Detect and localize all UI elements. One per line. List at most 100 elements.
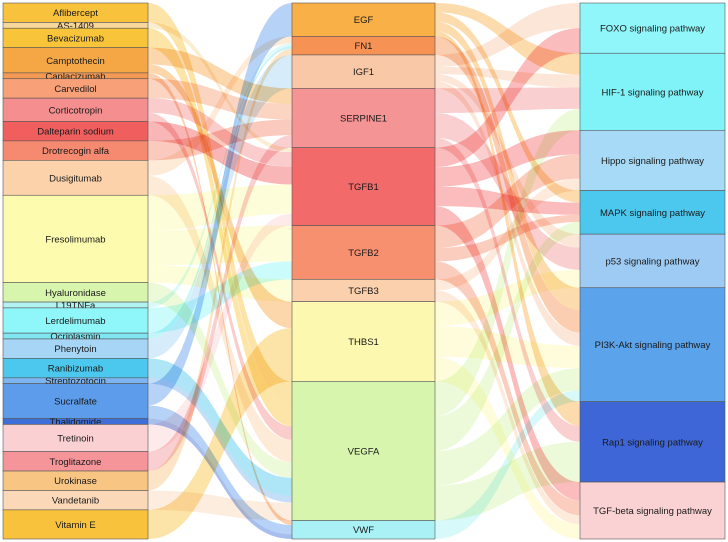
link-g8-p8 [435, 356, 580, 539]
node-label-d24: Vandetanib [52, 496, 99, 507]
node-label-g3: IGF1 [353, 67, 374, 78]
node-label-g6: TGFB2 [348, 248, 379, 259]
node-label-g1: EGF [354, 15, 374, 26]
link-d12-g9 [148, 282, 292, 478]
node-label-d8: Dalteparin sodium [37, 127, 114, 138]
node-label-d14: Lerdelimumab [45, 316, 105, 327]
node-rect-p7 [579, 401, 726, 483]
node-rect-p6 [579, 287, 726, 402]
link-d3-g9 [148, 28, 292, 427]
node-p6: PI3K-Akt signaling pathway [579, 287, 726, 402]
node-d11: Fresolimumab [2, 194, 149, 283]
link-g3-p1 [435, 3, 580, 67]
node-g2: FN1 [291, 36, 436, 56]
node-rect-p2 [579, 52, 726, 131]
node-label-d17: Ranibizumab [48, 364, 103, 375]
node-rect-g10 [291, 520, 436, 540]
link-g7-p8 [435, 290, 580, 525]
node-g6: TGFB2 [291, 225, 436, 280]
node-d10: Dusigitumab [2, 160, 149, 196]
node-d22: Troglitazone [2, 451, 149, 472]
node-rect-d11 [2, 194, 149, 283]
node-label-p5: p53 signaling pathway [605, 256, 699, 267]
link-d10-g2 [148, 36, 292, 176]
node-label-p1: FOXO signaling pathway [600, 24, 705, 35]
node-d19: Sucralfate [2, 383, 149, 419]
node-label-d1: Aflibercept [53, 8, 98, 19]
link-d22-g4 [148, 135, 292, 472]
link-d19-g10 [148, 405, 292, 535]
node-label-d20: Thalidomide [50, 417, 102, 428]
node-d17: Ranibizumab [2, 358, 149, 379]
node-rect-p4 [579, 190, 726, 235]
link-g5-p1 [435, 28, 580, 168]
node-d25: Vitamin E [2, 509, 149, 540]
node-label-d9: Drotrecogin alfa [42, 146, 110, 157]
node-g7: TGFB3 [291, 279, 436, 302]
link-g9-p7 [435, 441, 580, 521]
node-p4: MAPK signaling pathway [579, 190, 726, 235]
node-label-p8: TGF-beta signaling pathway [593, 506, 712, 517]
node-d4: Camptothecin [2, 47, 149, 74]
link-d11-g7 [148, 265, 292, 302]
node-label-d18: Streptozotocin [45, 376, 106, 387]
node-p2: HIF-1 signaling pathway [579, 52, 726, 131]
node-label-g10: VWF [353, 525, 374, 536]
link-d11-g6 [148, 225, 292, 266]
node-label-d2: AS-1409 [57, 21, 94, 32]
node-rect-d10 [2, 160, 149, 196]
node-g9: VEGFA [291, 381, 436, 521]
node-label-d25: Vitamin E [55, 520, 95, 531]
node-g4: SERPINE1 [291, 88, 436, 148]
node-d6: Carvedilol [2, 78, 149, 99]
node-label-d4: Camptothecin [46, 56, 105, 67]
links-layer [148, 3, 580, 539]
node-d8: Dalteparin sodium [2, 121, 149, 142]
link-g9-p2 [435, 108, 580, 417]
node-d7: Corticotropin [2, 97, 149, 122]
node-label-g2: FN1 [355, 41, 373, 52]
node-label-d11: Fresolimumab [45, 234, 105, 245]
node-d3: Bevacizumab [2, 27, 149, 48]
node-label-d6: Carvedilol [54, 84, 96, 95]
node-label-p7: Rap1 signaling pathway [602, 437, 703, 448]
link-d23-g2 [148, 48, 292, 491]
node-rect-p3 [579, 130, 726, 191]
link-g6-p3 [435, 154, 580, 248]
node-label-p3: Hippo signaling pathway [601, 156, 704, 167]
link-d2-g5 [148, 22, 292, 153]
node-rect-g4 [291, 88, 436, 148]
node-label-d3: Bevacizumab [47, 33, 104, 44]
node-label-p6: PI3K-Akt signaling pathway [595, 340, 711, 351]
link-g3-p6 [435, 81, 580, 346]
node-rect-p8 [579, 481, 726, 540]
link-d21-g5 [148, 213, 292, 452]
node-d9: Drotrecogin alfa [2, 140, 149, 161]
node-label-d7: Corticotropin [49, 105, 103, 116]
node-rect-g9 [291, 381, 436, 521]
node-d23: Urokinase [2, 470, 149, 491]
node-label-d16: Phenytoin [54, 344, 96, 355]
node-rect-d25 [2, 509, 149, 540]
node-rect-d4 [2, 47, 149, 74]
link-d15-g2 [148, 46, 292, 339]
node-g10: VWF [291, 520, 436, 540]
node-d24: Vandetanib [2, 490, 149, 511]
node-p3: Hippo signaling pathway [579, 130, 726, 191]
node-label-g9: VEGFA [348, 446, 380, 457]
link-g1-p7 [435, 30, 580, 426]
node-d12: Hyaluronidase [2, 282, 149, 303]
node-d16: Phenytoin [2, 338, 149, 359]
node-label-d21: Tretinoin [57, 434, 94, 445]
node-d1: Aflibercept [2, 2, 149, 23]
node-rect-g8 [291, 301, 436, 382]
node-rect-g3 [291, 54, 436, 89]
node-rect-d14 [2, 307, 149, 334]
node-label-d15: Ocriplasmin [50, 332, 100, 343]
node-rect-p5 [579, 233, 726, 289]
node-p8: TGF-beta signaling pathway [579, 481, 726, 540]
link-d8-g5 [148, 121, 292, 185]
node-rect-d19 [2, 383, 149, 419]
link-g10-p6 [435, 390, 580, 539]
